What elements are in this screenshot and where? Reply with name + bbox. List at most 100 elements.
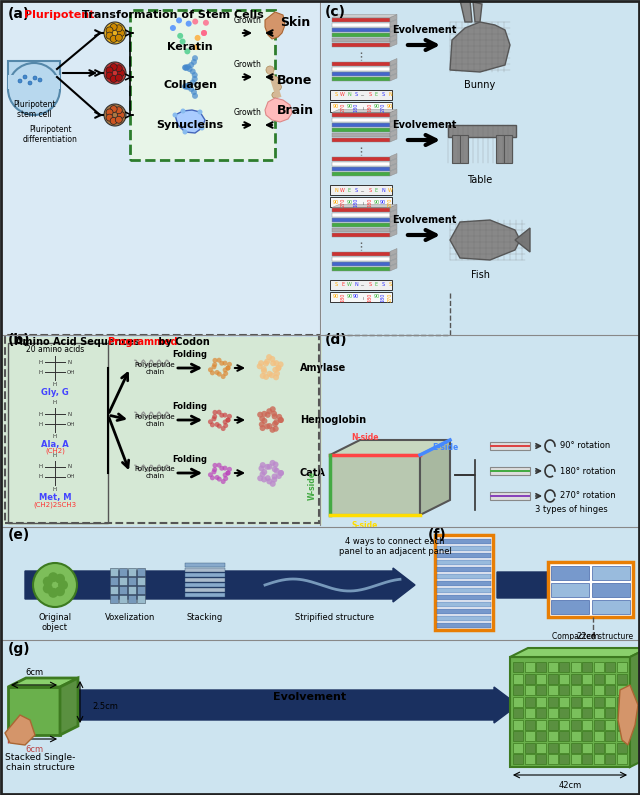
Text: ...: ...	[360, 105, 365, 109]
Circle shape	[257, 363, 262, 370]
Bar	[332, 172, 390, 176]
Bar	[525, 719, 534, 730]
Text: H: H	[39, 370, 43, 374]
Text: ...: ...	[361, 188, 365, 192]
Circle shape	[225, 471, 230, 475]
Bar	[605, 673, 615, 684]
Polygon shape	[473, 2, 482, 22]
Circle shape	[212, 467, 217, 472]
Bar	[570, 743, 580, 753]
Bar	[137, 586, 145, 594]
Circle shape	[182, 64, 189, 71]
Bar	[437, 615, 491, 621]
Bar	[513, 754, 523, 764]
Bar	[605, 719, 615, 730]
Bar	[2, 2, 322, 335]
Bar	[490, 495, 530, 497]
Circle shape	[180, 108, 186, 114]
Circle shape	[227, 362, 232, 366]
Bar	[582, 673, 592, 684]
Text: S: S	[368, 92, 371, 98]
Text: Skin: Skin	[280, 15, 310, 29]
Polygon shape	[390, 20, 397, 27]
Text: ...: ...	[361, 282, 365, 288]
Circle shape	[173, 113, 177, 118]
Polygon shape	[390, 158, 397, 166]
Circle shape	[110, 24, 117, 30]
Bar	[437, 622, 491, 628]
Bar	[592, 583, 630, 597]
Bar	[332, 28, 390, 32]
Text: 180: 180	[367, 197, 372, 207]
Text: 180: 180	[354, 197, 359, 207]
Text: H: H	[53, 400, 57, 405]
Bar	[525, 731, 534, 741]
Bar	[2, 527, 638, 640]
Bar	[185, 588, 225, 592]
Circle shape	[223, 466, 227, 471]
Circle shape	[223, 361, 227, 366]
Circle shape	[221, 426, 226, 431]
Circle shape	[223, 420, 228, 425]
Circle shape	[212, 358, 218, 363]
Bar	[119, 568, 127, 576]
Text: H: H	[39, 421, 43, 426]
Circle shape	[189, 80, 196, 86]
Bar	[547, 731, 557, 741]
Circle shape	[104, 104, 126, 126]
Text: H: H	[53, 348, 57, 353]
Bar	[5, 335, 319, 523]
Circle shape	[201, 30, 207, 36]
Text: Bunny: Bunny	[465, 80, 495, 90]
Circle shape	[264, 463, 270, 470]
Bar	[185, 578, 225, 582]
Text: H: H	[53, 382, 57, 387]
Bar	[582, 754, 592, 764]
Bar	[496, 135, 504, 163]
Text: (d): (d)	[325, 333, 348, 347]
Polygon shape	[390, 204, 397, 212]
Text: Collagen: Collagen	[163, 80, 217, 90]
Bar	[536, 708, 546, 718]
Text: (b): (b)	[8, 333, 31, 347]
Polygon shape	[450, 22, 510, 72]
Circle shape	[192, 18, 198, 25]
Circle shape	[192, 72, 198, 78]
Text: N: N	[348, 92, 351, 98]
Polygon shape	[390, 110, 397, 117]
Bar	[536, 731, 546, 741]
Text: S: S	[355, 92, 358, 98]
Polygon shape	[332, 110, 397, 113]
Circle shape	[259, 421, 265, 428]
Text: 90: 90	[333, 104, 339, 110]
Polygon shape	[390, 14, 397, 22]
FancyArrow shape	[497, 569, 597, 601]
Polygon shape	[265, 98, 292, 122]
Circle shape	[271, 477, 277, 483]
Circle shape	[276, 473, 282, 479]
Bar	[437, 560, 491, 565]
Polygon shape	[60, 678, 78, 735]
Bar	[490, 470, 530, 472]
Text: OH: OH	[67, 475, 76, 479]
Bar	[513, 708, 523, 718]
Circle shape	[177, 33, 183, 39]
Text: N: N	[67, 464, 71, 470]
Circle shape	[211, 417, 216, 421]
Bar	[547, 673, 557, 684]
Circle shape	[272, 92, 278, 98]
Bar	[513, 673, 523, 684]
Circle shape	[225, 471, 230, 475]
Text: 270° rotation: 270° rotation	[560, 491, 616, 501]
Bar	[332, 127, 390, 132]
Bar	[582, 731, 592, 741]
Polygon shape	[460, 0, 472, 22]
Circle shape	[212, 362, 217, 367]
Text: (g): (g)	[8, 642, 31, 656]
Polygon shape	[390, 40, 397, 47]
Polygon shape	[265, 12, 285, 39]
Text: Growth: Growth	[234, 16, 262, 25]
Text: 90: 90	[346, 104, 353, 110]
Bar	[605, 731, 615, 741]
Bar	[110, 568, 118, 576]
